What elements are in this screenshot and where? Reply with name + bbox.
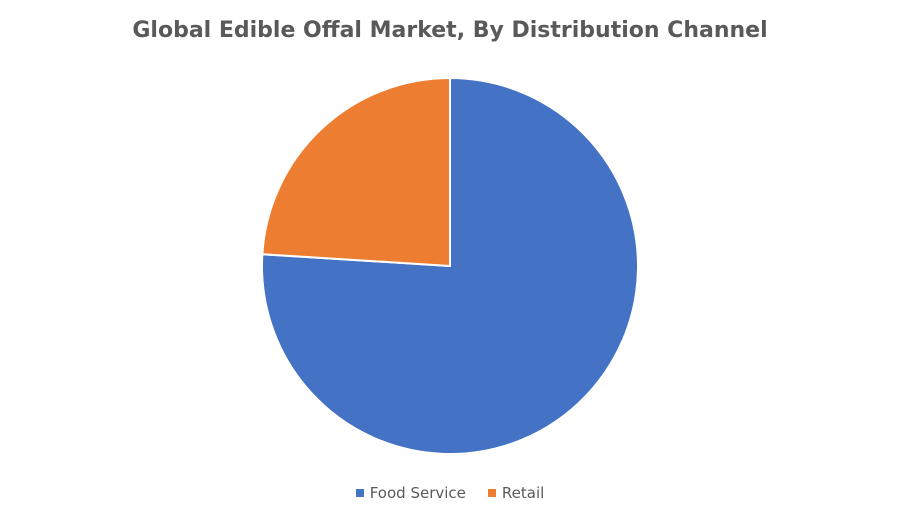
legend-label-retail: Retail [501, 484, 545, 502]
legend-item-retail: Retail [487, 484, 545, 502]
legend-swatch-retail [487, 489, 496, 497]
legend-item-food-service: Food Service [355, 484, 466, 502]
legend: Food Service Retail [0, 484, 900, 502]
chart-title: Global Edible Offal Market, By Distribut… [132, 18, 768, 43]
legend-swatch-food-service [355, 489, 364, 497]
pie-slice-retail [261, 77, 451, 267]
legend-label-food-service: Food Service [369, 484, 466, 502]
